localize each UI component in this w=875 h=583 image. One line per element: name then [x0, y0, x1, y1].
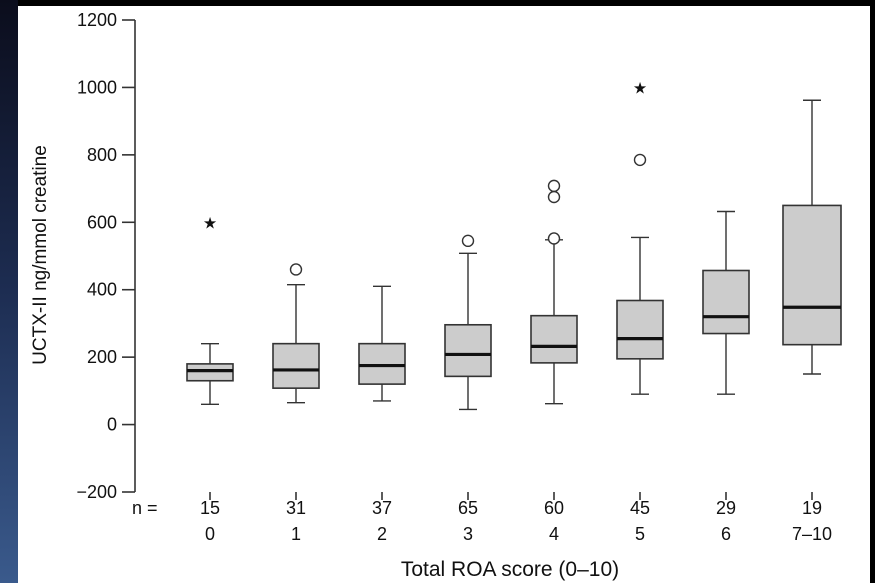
n-value-label: 29	[716, 498, 736, 518]
n-value-label: 45	[630, 498, 650, 518]
outlier-point	[547, 179, 561, 193]
box-iqr	[358, 342, 406, 385]
box-iqr	[530, 314, 578, 364]
n-value-label: 37	[372, 498, 392, 518]
box-iqr	[272, 342, 320, 389]
box-group: ★	[186, 215, 234, 406]
y-axis-label: UCTX-II ng/mmol creatine	[30, 145, 51, 365]
n-value-label: 31	[286, 498, 306, 518]
extreme-point: ★	[633, 80, 647, 97]
n-value-label: 65	[458, 498, 478, 518]
x-axis-label: Total ROA score (0–10)	[401, 558, 619, 581]
box-group: ★	[616, 80, 664, 395]
y-tick-label: −200	[76, 482, 117, 502]
x-tick-label: 2	[377, 524, 387, 544]
x-tick-label: 5	[635, 524, 645, 544]
box-group	[272, 263, 320, 404]
outlier-point	[633, 153, 647, 167]
outlier-point	[547, 190, 561, 204]
outlier-point	[547, 232, 561, 245]
x-tick-label: 4	[549, 524, 559, 544]
box-iqr	[702, 269, 750, 335]
y-tick-label: 600	[87, 212, 117, 232]
n-value-label: 19	[802, 498, 822, 518]
y-axis: −200 0 200 400 600 800 1000 1200	[76, 10, 136, 502]
slide-edge-decoration	[0, 0, 18, 583]
x-tick-label: 3	[463, 524, 473, 544]
y-tick-label: 1200	[77, 10, 117, 30]
x-tick-label: 7–10	[792, 524, 832, 544]
y-tick-label: 200	[87, 347, 117, 367]
y-tick-label: 1000	[77, 77, 117, 97]
box-group	[358, 285, 406, 402]
box-iqr	[186, 363, 234, 382]
box-series: ★★	[186, 80, 842, 411]
box-iqr	[782, 204, 842, 346]
box-group	[702, 210, 750, 395]
extreme-point: ★	[203, 215, 217, 232]
n-row-label: n =	[132, 498, 158, 518]
box-group	[782, 99, 842, 375]
box-group	[444, 234, 492, 411]
outlier-point	[289, 263, 303, 276]
x-tick-label: 1	[291, 524, 301, 544]
n-value-label: 15	[200, 498, 220, 518]
y-tick-label: 0	[107, 415, 117, 435]
y-tick-label: 800	[87, 145, 117, 165]
box-iqr	[444, 323, 492, 378]
box-iqr	[616, 299, 664, 360]
n-value-label: 60	[544, 498, 564, 518]
x-tick-label: 0	[205, 524, 215, 544]
x-tick-label: 6	[721, 524, 731, 544]
outlier-point	[461, 234, 475, 248]
y-tick-label: 400	[87, 280, 117, 300]
x-axis: 15 0 31 1 37 2 65 3 60 4 45 5 29 6 19 7–10	[200, 492, 832, 544]
box-group	[530, 179, 578, 405]
